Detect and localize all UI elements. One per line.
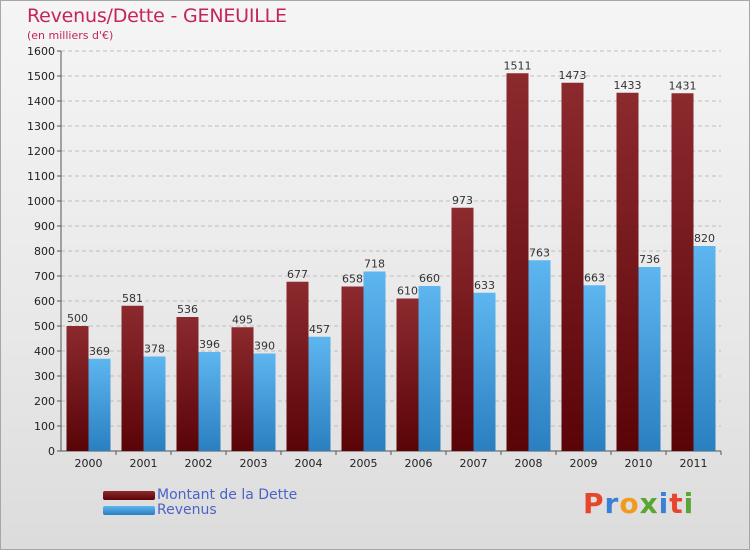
label-revenus-2010: 736 (639, 253, 660, 266)
legend-label-dette: Montant de la Dette (157, 487, 298, 503)
y-tick-label: 600 (34, 295, 55, 308)
bar-dette-2004 (286, 281, 309, 451)
x-tick-label-2003: 2003 (240, 457, 268, 470)
x-tick-label-2009: 2009 (570, 457, 598, 470)
bar-dette-2000 (66, 326, 89, 451)
y-tick-label: 100 (34, 420, 55, 433)
data-labels: 5003695813785363964953906774576587186106… (67, 59, 715, 358)
label-revenus-2001: 378 (144, 343, 165, 356)
label-dette-2000: 500 (67, 312, 88, 325)
y-tick-label: 1000 (27, 195, 55, 208)
bar-revenus-2003 (253, 353, 276, 451)
label-dette-2004: 677 (287, 268, 308, 281)
chart-title: Revenus/Dette - GENEUILLE (27, 5, 287, 27)
bar-dette-2009 (561, 82, 584, 451)
label-revenus-2006: 660 (419, 272, 440, 285)
bar-revenus-2011 (693, 246, 716, 451)
label-dette-2007: 973 (452, 194, 473, 207)
x-tick-label-2004: 2004 (295, 457, 323, 470)
logo-letter: x (639, 487, 659, 520)
label-revenus-2009: 663 (584, 271, 605, 284)
y-tick-label: 1600 (27, 45, 55, 58)
grid-lines (61, 50, 721, 452)
x-tick-label-2008: 2008 (515, 457, 543, 470)
axes: 0 100 200 300 400 500 600 700 800 900 1000 1100 1200… (27, 45, 722, 470)
x-tick-label-2007: 2007 (460, 457, 488, 470)
bar-revenus-2009 (583, 285, 606, 451)
y-tick-label: 200 (34, 395, 55, 408)
y-tick-label: 700 (34, 270, 55, 283)
y-tick-label: 1100 (27, 170, 55, 183)
bar-dette-2003 (231, 327, 254, 451)
bar-dette-2008 (506, 73, 529, 451)
x-tick-label-2011: 2011 (680, 457, 708, 470)
label-revenus-2003: 390 (254, 340, 275, 353)
y-tick-label: 1400 (27, 95, 55, 108)
x-tick-label-2005: 2005 (350, 457, 378, 470)
logo-letter: t (669, 487, 684, 520)
bar-revenus-2006 (418, 286, 441, 451)
y-tick-label: 1200 (27, 145, 55, 158)
label-revenus-2005: 718 (364, 258, 385, 271)
label-revenus-2000: 369 (89, 345, 110, 358)
x-tick-label-2002: 2002 (185, 457, 213, 470)
bar-revenus-2002 (198, 352, 221, 451)
bar-dette-2002 (176, 317, 199, 451)
label-revenus-2002: 396 (199, 338, 220, 351)
bar-dette-2006 (396, 298, 419, 451)
y-tick-label: 300 (34, 370, 55, 383)
chart-subtitle: (en milliers d'€) (27, 29, 114, 42)
x-tick-label-2006: 2006 (405, 457, 433, 470)
x-tick-label-2000: 2000 (75, 457, 103, 470)
x-tick-label-2010: 2010 (625, 457, 653, 470)
x-tick-label-2001: 2001 (130, 457, 158, 470)
legend-label-revenus: Revenus (157, 502, 217, 518)
bar-revenus-2000 (88, 358, 111, 451)
y-tick-label: 1300 (27, 120, 55, 133)
y-tick-label: 0 (48, 445, 55, 458)
y-tick-label: 500 (34, 320, 55, 333)
bar-revenus-2007 (473, 292, 496, 451)
logo-letter: P (583, 487, 605, 520)
logo-letter: r (604, 487, 620, 520)
logo-letter: o (619, 487, 640, 520)
bar-dette-2001 (121, 305, 144, 451)
bar-dette-2011 (671, 93, 694, 451)
bars (66, 73, 716, 451)
label-dette-2001: 581 (122, 292, 143, 305)
logo-letter: i (683, 487, 695, 520)
bar-dette-2005 (341, 286, 364, 451)
label-dette-2005: 658 (342, 273, 363, 286)
label-revenus-2004: 457 (309, 323, 330, 336)
label-dette-2008: 1511 (504, 59, 532, 72)
bar-revenus-2004 (308, 336, 331, 451)
label-revenus-2008: 763 (529, 246, 550, 259)
logo-letter: i (658, 487, 670, 520)
legend-swatch-revenus (103, 506, 155, 515)
label-revenus-2007: 633 (474, 279, 495, 292)
bar-revenus-2010 (638, 267, 661, 451)
bar-dette-2010 (616, 92, 639, 451)
bar-revenus-2005 (363, 271, 386, 451)
label-dette-2003: 495 (232, 313, 253, 326)
proxiti-logo: Proxiti (583, 487, 694, 520)
bar-revenus-2001 (143, 356, 166, 451)
label-dette-2009: 1473 (559, 69, 587, 82)
y-tick-label: 800 (34, 245, 55, 258)
label-dette-2006: 610 (397, 285, 418, 298)
bar-revenus-2008 (528, 260, 551, 451)
y-tick-label: 400 (34, 345, 55, 358)
label-revenus-2011: 820 (694, 232, 715, 245)
legend-swatch-dette (103, 491, 155, 500)
y-tick-label: 1500 (27, 70, 55, 83)
bar-dette-2007 (451, 207, 474, 451)
label-dette-2010: 1433 (614, 79, 642, 92)
label-dette-2011: 1431 (669, 79, 697, 92)
label-dette-2002: 536 (177, 303, 198, 316)
y-tick-label: 900 (34, 220, 55, 233)
